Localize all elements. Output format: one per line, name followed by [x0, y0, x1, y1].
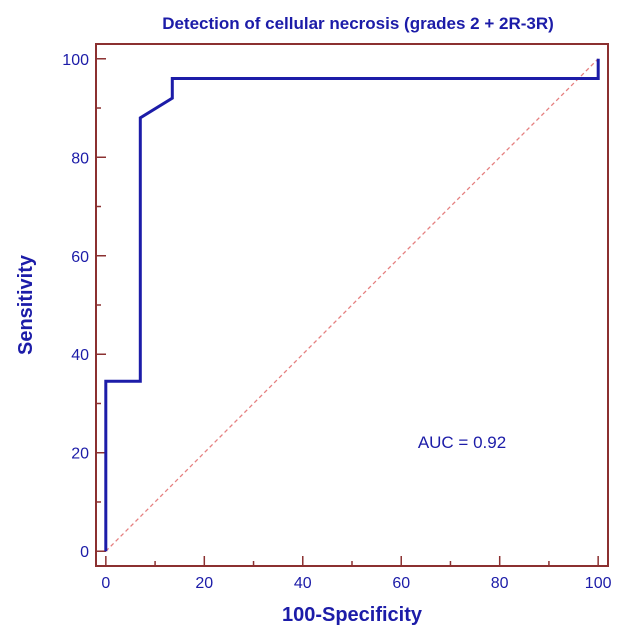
- y-tick-label: 20: [71, 446, 89, 463]
- chart-title: Detection of cellular necrosis (grades 2…: [162, 14, 554, 33]
- x-tick-label: 80: [491, 575, 509, 592]
- x-tick-label: 40: [294, 575, 312, 592]
- y-axis-ticks: 0 20 40 60 80 100: [62, 52, 106, 561]
- x-axis-ticks: 0 20 40 60 80 100: [101, 556, 612, 592]
- series-layer: [104, 58, 600, 552]
- y-tick-label: 80: [71, 150, 89, 167]
- auc-annotation: AUC = 0.92: [418, 433, 506, 452]
- x-axis-label: 100-Specificity: [282, 604, 423, 626]
- y-tick-label: 60: [71, 249, 89, 266]
- y-tick-label: 100: [62, 52, 89, 69]
- roc-curve: [104, 58, 600, 552]
- y-tick-label: 40: [71, 347, 89, 364]
- x-tick-label: 0: [101, 575, 110, 592]
- x-tick-label: 60: [392, 575, 410, 592]
- plot-frame: [95, 43, 609, 567]
- x-tick-label: 100: [585, 575, 612, 592]
- reference-diagonal-line: [105, 58, 599, 552]
- y-axis-label: Sensitivity: [15, 254, 37, 355]
- y-tick-label: 0: [80, 544, 89, 561]
- x-tick-label: 20: [195, 575, 213, 592]
